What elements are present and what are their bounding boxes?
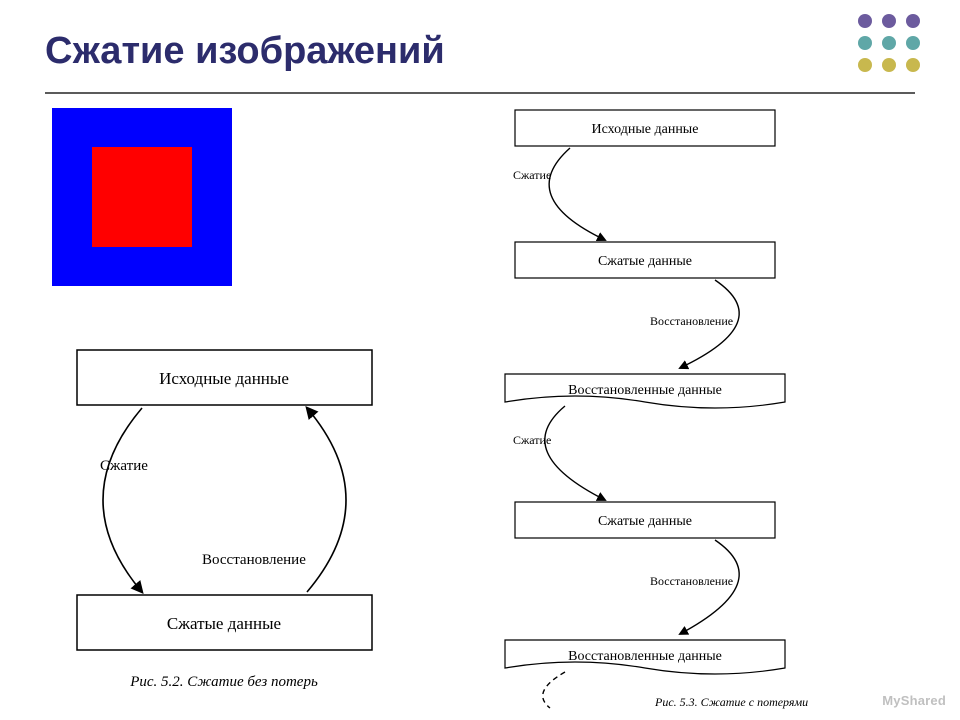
dot-3 xyxy=(906,14,920,28)
dot-8 xyxy=(882,58,896,72)
lossy-arrow-3 xyxy=(545,406,605,500)
outer-square xyxy=(52,108,232,286)
dot-9 xyxy=(906,58,920,72)
inner-square xyxy=(92,147,192,247)
lossy-arrow-1 xyxy=(549,148,605,240)
lossy-box-4-label: Сжатые данные xyxy=(598,514,692,529)
title-divider xyxy=(45,92,915,94)
lossless-arrow-restore xyxy=(307,408,346,592)
color-square-example xyxy=(52,108,232,286)
lossless-arrow-restore-label: Восстановление xyxy=(202,552,306,568)
lossy-box-5-label: Восстановленные данные xyxy=(568,649,722,664)
dot-5 xyxy=(882,36,896,50)
lossy-caption: Рис. 5.3. Сжатие с потерями xyxy=(654,695,808,709)
dot-1 xyxy=(858,14,872,28)
dot-6 xyxy=(906,36,920,50)
lossy-arrow-3-label: Сжатие xyxy=(513,433,551,447)
dot-7 xyxy=(858,58,872,72)
lossless-caption: Рис. 5.2. Сжатие без потерь xyxy=(129,674,318,690)
lossy-box-1-label: Исходные данные xyxy=(592,122,699,137)
lossless-box-compressed-label: Сжатые данные xyxy=(167,614,281,633)
diagram-lossless: Исходные данные Сжатые данные Сжатие Вос… xyxy=(52,340,402,700)
lossy-arrow-continuation xyxy=(543,672,565,708)
lossless-arrow-compress-label: Сжатие xyxy=(100,458,148,474)
page-title: Сжатие изображений xyxy=(45,30,445,73)
lossy-box-3-label: Восстановленные данные xyxy=(568,383,722,398)
lossless-arrow-compress xyxy=(103,408,142,592)
dot-2 xyxy=(882,14,896,28)
watermark: MyShared xyxy=(882,693,946,708)
dot-4 xyxy=(858,36,872,50)
lossless-box-source-label: Исходные данные xyxy=(159,369,289,388)
lossy-box-2-label: Сжатые данные xyxy=(598,254,692,269)
decor-dots xyxy=(858,14,924,76)
lossy-arrow-2-label: Восстановление xyxy=(650,314,733,328)
lossy-arrow-4-label: Восстановление xyxy=(650,574,733,588)
lossy-arrow-1-label: Сжатие xyxy=(513,168,551,182)
diagram-lossy: Исходные данные Сжатие Сжатые данные Вос… xyxy=(455,102,835,714)
